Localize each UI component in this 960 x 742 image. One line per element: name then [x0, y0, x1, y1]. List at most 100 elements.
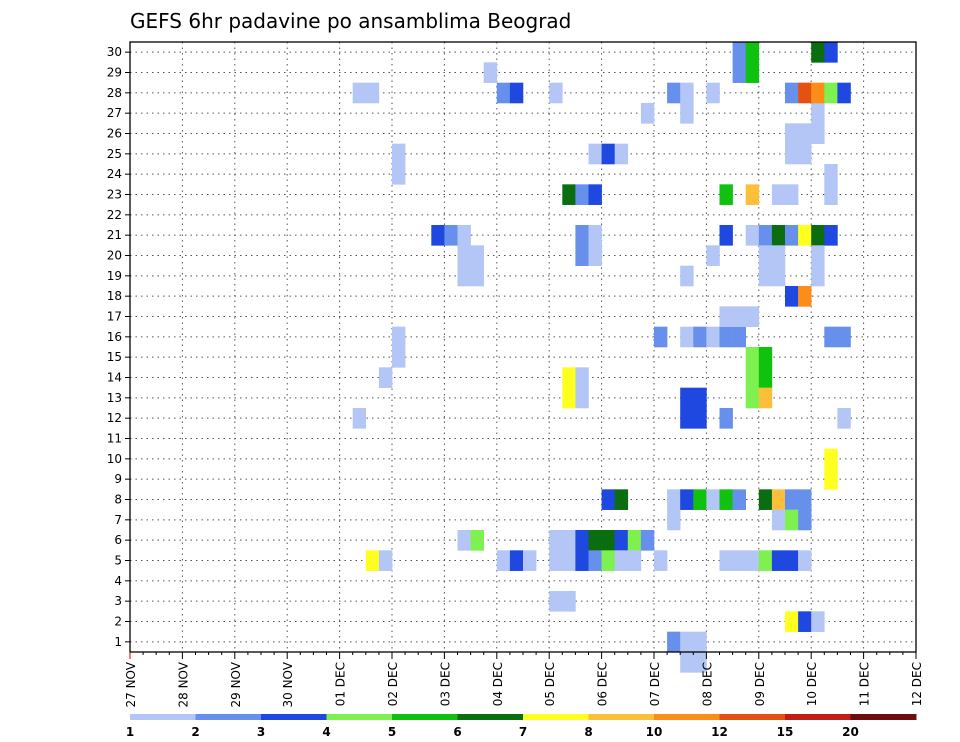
colorbar-label: 4	[322, 725, 330, 739]
chart-title: GEFS 6hr padavine po ansamblima Beograd	[130, 9, 571, 33]
heatmap-cell	[575, 184, 589, 205]
heatmap-cell	[680, 82, 694, 104]
heatmap-cell	[706, 326, 720, 348]
x-tick-label: 02 DEC	[386, 662, 400, 706]
heatmap-cell	[470, 530, 484, 551]
heatmap-cell	[719, 408, 733, 429]
heatmap-cell	[719, 550, 733, 571]
y-tick-label: 19	[107, 269, 122, 283]
y-tick-label: 15	[107, 350, 122, 364]
heatmap-cell	[771, 489, 786, 510]
heatmap-cell	[549, 550, 563, 571]
x-tick-label: 08 DEC	[700, 662, 714, 706]
heatmap-cell	[824, 184, 838, 205]
heatmap-cell	[575, 550, 589, 571]
heatmap-cell	[719, 306, 733, 327]
y-tick-label: 7	[114, 513, 122, 527]
y-tick-label: 30	[107, 45, 122, 59]
y-axis: 1234567891011121314151617181920212223242…	[107, 45, 130, 649]
heatmap-cell	[732, 62, 746, 83]
y-tick-label: 10	[107, 452, 122, 466]
x-tick-label: 06 DEC	[596, 662, 610, 706]
y-tick-label: 23	[107, 188, 122, 202]
heatmap-cell	[392, 347, 406, 368]
heatmap-cell	[785, 550, 799, 571]
heatmap-cell	[614, 143, 629, 165]
y-tick-label: 4	[114, 574, 122, 588]
heatmap-cell	[588, 550, 602, 571]
heatmap-cell	[837, 408, 851, 429]
heatmap-cell	[824, 469, 838, 490]
heatmap-cell	[509, 82, 524, 104]
heatmap-cell	[654, 550, 668, 571]
heatmap-cell	[614, 550, 629, 571]
heatmap-cell	[798, 82, 812, 104]
heatmap-cell	[444, 225, 458, 246]
heatmap-cell	[392, 164, 406, 185]
heatmap-cell	[588, 245, 602, 266]
heatmap-cell	[549, 530, 563, 551]
heatmap-cell	[758, 245, 773, 266]
heatmap-cell	[785, 611, 799, 632]
y-tick-label: 13	[107, 391, 122, 405]
heatmap-cell	[824, 326, 838, 348]
colorbar-label: 8	[584, 725, 592, 739]
heatmap-cell	[457, 225, 471, 246]
colorbar-swatch	[523, 714, 589, 720]
heatmap-cell	[771, 184, 786, 205]
colorbar-label: 10	[646, 725, 663, 739]
heatmap-cell	[798, 489, 812, 510]
heatmap-cell	[771, 245, 786, 266]
x-axis: 27 NOV 28 NOV 29 NOV 30 NOV 01 DEC 02 DEC 03 D…	[124, 652, 924, 708]
heatmap-cell	[614, 489, 629, 510]
heatmap-cell	[588, 184, 602, 205]
heatmap-cell	[392, 143, 406, 165]
heatmap-cell	[667, 631, 681, 653]
heatmap-cell	[680, 103, 694, 124]
x-tick-label: 11 DEC	[858, 662, 872, 706]
colorbar-label: 5	[388, 725, 396, 739]
heatmap-cell	[837, 82, 851, 104]
y-tick-label: 24	[107, 167, 122, 181]
heatmap-cell	[562, 387, 576, 409]
heatmap-cell	[706, 245, 720, 266]
colorbar-label: 3	[257, 725, 265, 739]
y-tick-label: 18	[107, 289, 122, 303]
heatmap-cell	[824, 82, 838, 104]
heatmap-cell	[824, 42, 838, 63]
colorbar-swatch	[195, 714, 262, 720]
heatmap-cell	[470, 245, 484, 266]
heatmap-cell	[745, 225, 760, 246]
heatmap-cell	[562, 550, 576, 571]
heatmap-cell	[719, 326, 733, 348]
heatmap-cell	[732, 42, 746, 63]
y-tick-label: 16	[107, 330, 122, 344]
heatmap-cell	[523, 550, 537, 571]
heatmap-cell	[562, 184, 576, 205]
heatmap-cell	[549, 82, 563, 104]
colorbar-swatch	[654, 714, 720, 720]
x-tick-label: 04 DEC	[491, 662, 505, 706]
y-tick-label: 20	[107, 249, 122, 263]
heatmap-cell	[798, 286, 812, 307]
heatmap-cell	[457, 530, 471, 551]
heatmap-cell	[785, 82, 799, 104]
heatmap-cell	[811, 82, 825, 104]
heatmap-cell	[745, 347, 760, 368]
heatmap-cell	[680, 387, 694, 409]
heatmap-cell	[562, 591, 576, 612]
heatmap-cell	[562, 530, 576, 551]
colorbar-label: 2	[191, 725, 199, 739]
heatmap-cell	[457, 265, 471, 287]
heatmap-cell	[785, 509, 799, 531]
heatmap-cell	[588, 530, 602, 551]
heatmap-cell	[601, 143, 615, 165]
y-tick-label: 28	[107, 86, 122, 100]
heatmap-cell	[706, 82, 720, 104]
colorbar-swatch	[785, 714, 851, 720]
colorbar-swatch	[392, 714, 458, 720]
y-tick-label: 6	[114, 533, 122, 547]
heatmap-cell	[352, 82, 367, 104]
heatmap-cell	[837, 326, 851, 348]
heatmap-cell	[745, 367, 760, 388]
